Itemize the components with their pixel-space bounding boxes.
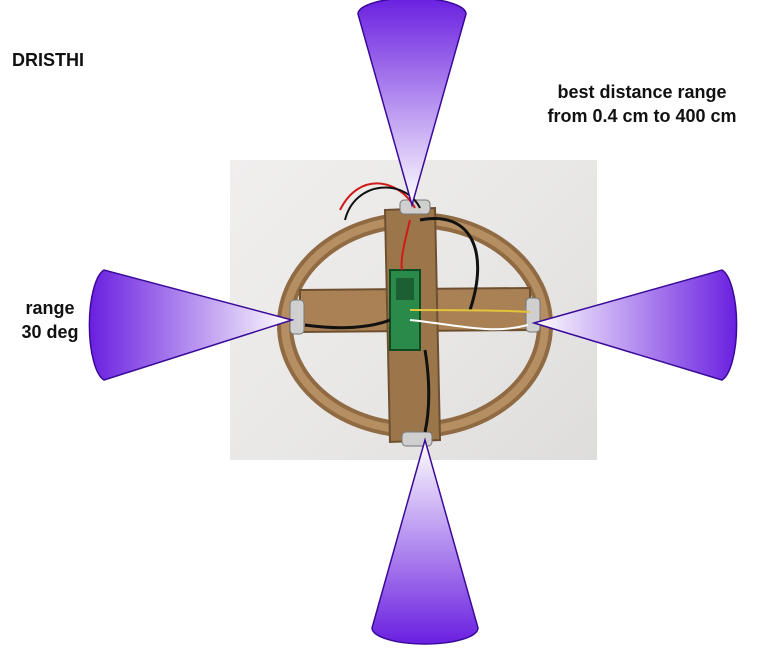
chip <box>396 278 414 300</box>
device-photo <box>230 160 597 460</box>
angle-range-line-2: 30 deg <box>21 322 79 342</box>
wire-red-2 <box>400 219 411 271</box>
sensor-beam-left-icon <box>88 269 295 381</box>
sensor-left <box>289 299 305 335</box>
distance-range-line-1: best distance range <box>557 82 727 102</box>
diagram-title: DRISTHI <box>12 50 84 70</box>
sensor-beam-up-icon <box>357 0 467 208</box>
wire-black-4 <box>423 349 431 433</box>
distance-range-line-2: from 0.4 cm to 400 cm <box>547 106 737 126</box>
wire-white <box>409 319 529 331</box>
distance-range-note: best distance range from 0.4 cm to 400 c… <box>512 80 770 128</box>
wire-red <box>339 182 416 211</box>
sensor-beam-down-icon <box>371 437 479 645</box>
wire-black-3 <box>304 318 391 330</box>
sensor-beam-right-icon <box>531 269 738 381</box>
device-illustration <box>277 182 553 447</box>
wire-yellow <box>409 309 531 313</box>
angle-range-line-1: range <box>25 298 75 318</box>
wire-black-2 <box>419 217 480 311</box>
angle-range-note: range 30 deg <box>6 296 94 344</box>
